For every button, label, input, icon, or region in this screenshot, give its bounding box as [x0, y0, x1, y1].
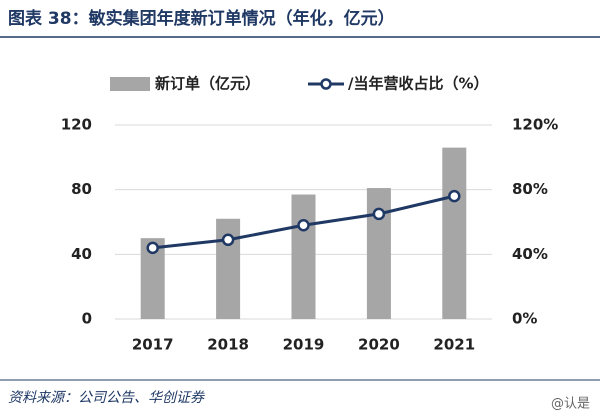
x-tick-label: 2017	[132, 336, 174, 354]
line-marker	[146, 241, 159, 255]
bar	[442, 147, 467, 319]
y-tick-label: 80	[71, 180, 92, 198]
legend-label: /当年营收占比（%）	[348, 75, 489, 93]
watermark: @认是	[551, 397, 590, 412]
x-tick-label: 2019	[283, 336, 325, 354]
x-tick-label: 2021	[433, 336, 475, 354]
y2-tick-label: 40%	[512, 245, 548, 263]
legend-label: 新订单（亿元）	[155, 75, 260, 93]
legend-swatch	[110, 77, 150, 91]
line-marker	[297, 218, 310, 232]
x-tick-label: 2018	[207, 336, 249, 354]
line-marker	[221, 233, 235, 247]
y2-tick-label: 80%	[512, 180, 548, 198]
y2-tick-label: 0%	[512, 310, 537, 328]
legend-marker	[320, 78, 332, 90]
y2-tick-label: 120%	[512, 116, 558, 134]
line-marker	[448, 189, 461, 203]
y-tick-label: 0	[82, 310, 92, 328]
source-note: 资料来源：公司公告、华创证券	[8, 390, 205, 406]
x-tick-label: 2020	[358, 336, 400, 354]
bar	[291, 194, 316, 319]
line-marker	[372, 207, 386, 221]
y-tick-label: 40	[71, 245, 92, 263]
y-tick-label: 120	[61, 116, 92, 134]
chart-title: 图表 38：敏实集团年度新订单情况（年化，亿元）	[8, 8, 395, 29]
